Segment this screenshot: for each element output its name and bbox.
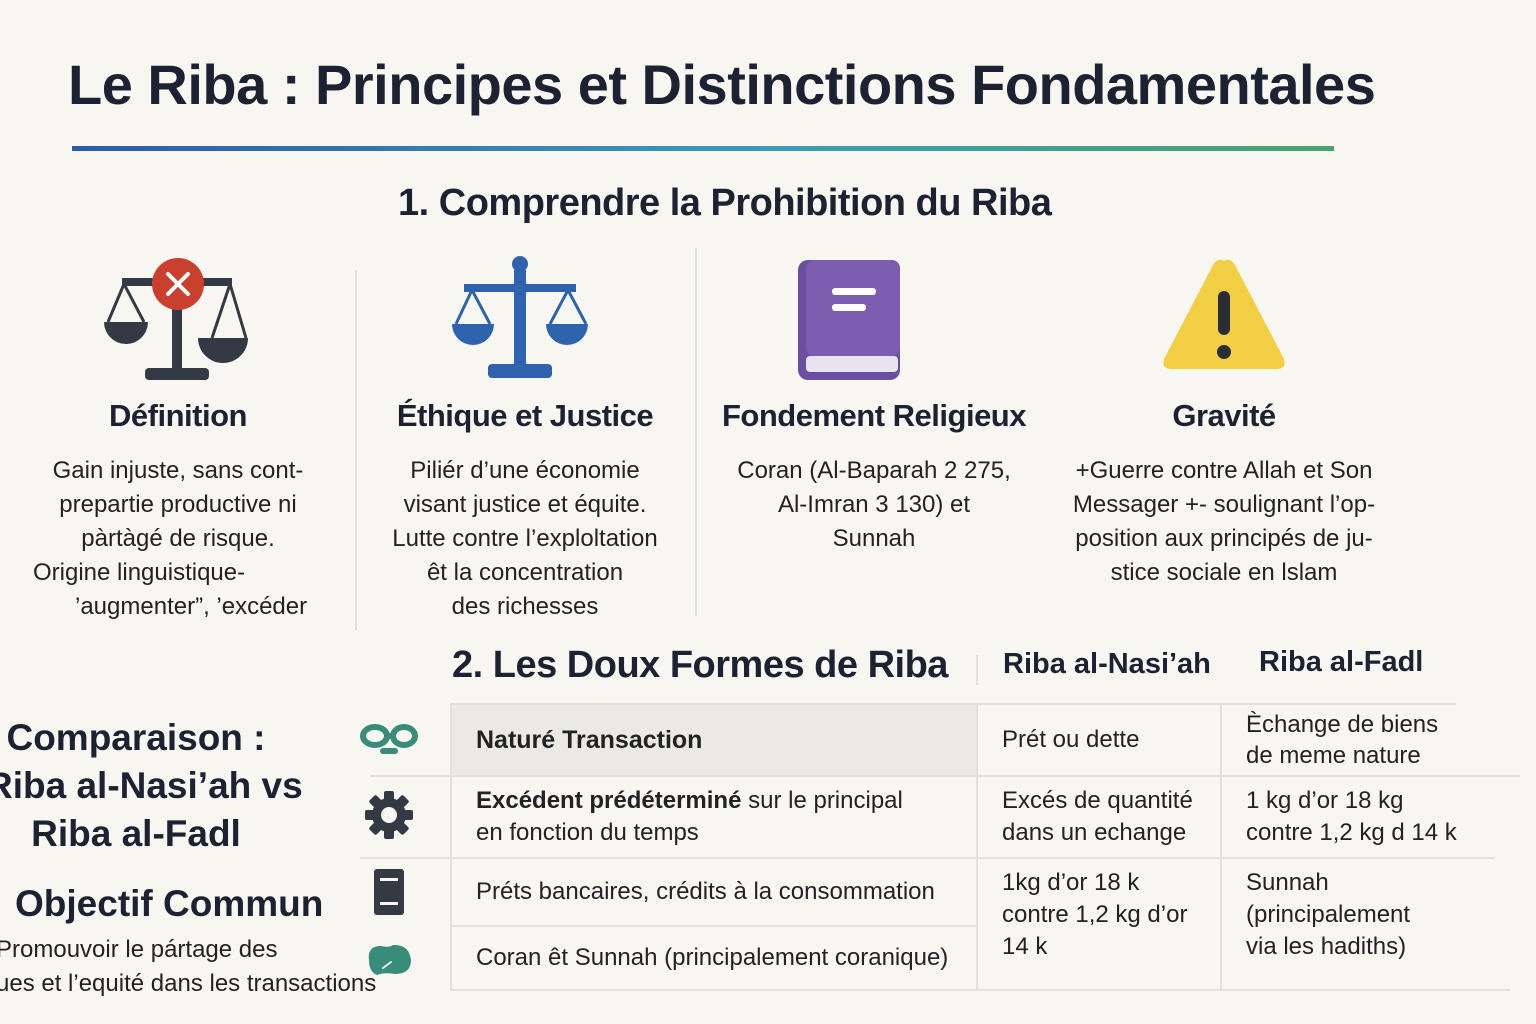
body-line: Lutte contre l’explo­ltation: [392, 525, 658, 552]
table-cell-fadl: Èchange de biens de meme nature: [1222, 705, 1482, 775]
cell-text: Excés de quantité: [1002, 787, 1193, 814]
gear-icon: [365, 791, 413, 839]
book-icon: [798, 260, 900, 380]
table-cell-fadl: Sunnah (principalement via les hadiths): [1222, 859, 1482, 971]
body-line: Gain injuste, sans cont-: [52, 457, 304, 484]
column-title: Définition: [109, 398, 247, 433]
cell-text: contre 1,2 kg d’or: [1002, 901, 1188, 928]
page-title: Le Riba : Principes et Distinctions Fond…: [68, 53, 1376, 116]
body-line: Messager +- soulignant l’op-: [1072, 491, 1376, 518]
body-line: Coran (Al-Baparah 2 275,: [737, 457, 1011, 484]
body-line: stice sociale en lslam: [1110, 559, 1338, 586]
table-row-label: Naturé Transaction: [452, 705, 976, 775]
cell-text: Coran êt Sunnah (principalement coraniqu…: [476, 944, 949, 971]
glasses-icon: [360, 724, 418, 754]
body-line: Origine linguistique-: [33, 559, 246, 586]
body-line: visant justice et équite.: [403, 491, 647, 518]
table-cell-fadl: 1 kg d’or 18 kg contre 1,2 kg d 14 k: [1222, 777, 1482, 857]
body-line: position aux principés de ju-: [1075, 525, 1373, 552]
title-line: Riba al-Fadl: [31, 813, 241, 854]
table-cell-nasiah: Prét ou dette: [978, 705, 1220, 775]
table-row-label: Excédent prédéterminé sur le principal en…: [452, 777, 976, 857]
cell-text: Prét ou dette: [1002, 726, 1140, 753]
section1-heading: 1. Comprendre la Prohibition du Riba: [398, 182, 1052, 224]
scales-of-justice-icon: [452, 256, 588, 378]
column-divider: [355, 270, 357, 630]
table-row-label: Coran êt Sunnah (principalement coraniqu…: [452, 927, 976, 989]
objective-line: Promouvoir le pártage des: [0, 936, 278, 963]
document-icon: [374, 869, 404, 915]
body-line: Sunnah: [832, 525, 916, 552]
column-title: Éthique et Justice: [396, 398, 654, 433]
col-header-fadl: Riba al-Fadl: [1259, 646, 1424, 678]
column-title: Gravité: [1172, 398, 1276, 433]
table-row-label: Préts bancaires, crédits à la consommati…: [452, 859, 976, 925]
objective-text: Promouvoir le pártage des ues et l’equit…: [0, 933, 376, 1001]
cell-text: 1 kg d’or 18 kg: [1246, 787, 1404, 814]
table-line: [450, 925, 977, 927]
table-cell-nasiah: 1kg d’or 18 k contre 1,2 kg d’or 14 k: [978, 859, 1220, 971]
cell-text: Naturé Transaction: [476, 726, 703, 754]
body-line: prepartie productive ni: [59, 491, 297, 518]
body-line: Al-Imran 3 130) et: [777, 491, 971, 518]
body-line: +Guerre contre Allah et Son: [1075, 457, 1373, 484]
warning-icon: [1163, 259, 1285, 369]
column-body: +Guerre contre Allah et Son Messager +- …: [1059, 454, 1389, 590]
cell-text: via les hadiths): [1246, 933, 1407, 960]
cell-text: sur le principal: [748, 787, 903, 814]
objective-line: ues et l’equité dans les transactions: [0, 970, 377, 997]
table-line: [370, 775, 1520, 777]
body-line: des richesses: [451, 593, 599, 620]
gravity-column: Gravité +Guerre contre Allah et Son Mess…: [1059, 398, 1389, 590]
cell-text: Préts bancaires, crédits à la consommati…: [476, 878, 935, 905]
cell-text: Sunnah: [1246, 869, 1329, 896]
cell-text: dans un echange: [1002, 819, 1187, 846]
body-line: pàrtàgé de risque.: [81, 525, 275, 552]
cell-text: en fonction du temps: [476, 819, 699, 846]
cell-text: Èchange de biens: [1246, 711, 1439, 738]
objective-title: Objectif Commun: [15, 883, 324, 924]
scales-with-x-icon: [104, 258, 248, 380]
cell-text: contre 1,2 kg d 14 k: [1246, 819, 1457, 846]
table-line: [450, 989, 1510, 991]
cell-text: de meme nature: [1246, 742, 1421, 769]
ethics-column: Éthique et Justice Piliér d’une économie…: [360, 398, 690, 624]
table-line: [360, 857, 1495, 859]
cell-text: (principalement: [1246, 901, 1411, 928]
comparison-title: Comparaison : Riba al-Nasi’ah vs Riba al…: [0, 714, 303, 858]
table-line: [976, 703, 978, 991]
column-body: Coran (Al-Baparah 2 275, Al-Imran 3 130)…: [709, 454, 1039, 556]
religious-foundation-column: Fondement Religieux Coran (Al-Baparah 2 …: [709, 398, 1039, 556]
column-title: Fondement Religieux: [722, 398, 1026, 433]
cell-text: Excédent prédéterminé sur le principal: [476, 785, 976, 817]
header-row-bg: [452, 705, 976, 775]
title-line: Comparaison :: [6, 717, 266, 758]
title-gradient-rule: [72, 146, 1334, 151]
table-line: [450, 703, 1456, 705]
header-divider: [976, 655, 978, 685]
column-divider: [695, 248, 697, 616]
leaf-blob-icon: [368, 944, 411, 975]
cell-text: 1kg d’or 18 k: [1002, 869, 1140, 896]
definition-column: Définition Gain injuste, sans cont- prep…: [13, 398, 343, 624]
body-line: ’augmenter”, ’excéder: [75, 593, 308, 620]
title-line: Riba al-Nasi’ah vs: [0, 765, 303, 806]
table-line: [1220, 703, 1222, 991]
cell-text: 14 k: [1002, 933, 1048, 960]
section2-heading: 2. Les Doux Formes de Riba: [452, 644, 948, 686]
column-body: Gain injuste, sans cont- prepartie produ…: [13, 454, 343, 624]
cell-bold-text: Excédent prédéterminé: [476, 787, 742, 814]
body-line: êt la concentration: [426, 559, 624, 586]
body-line: Piliér d’une économie: [410, 457, 640, 484]
table-line: [450, 703, 452, 991]
column-body: Piliér d’une économie visant justice et …: [360, 454, 690, 624]
table-cell-nasiah: Excés de quantité dans un echange: [978, 777, 1220, 857]
col-header-nasiah: Riba al-Nasi’ah: [1003, 648, 1211, 680]
